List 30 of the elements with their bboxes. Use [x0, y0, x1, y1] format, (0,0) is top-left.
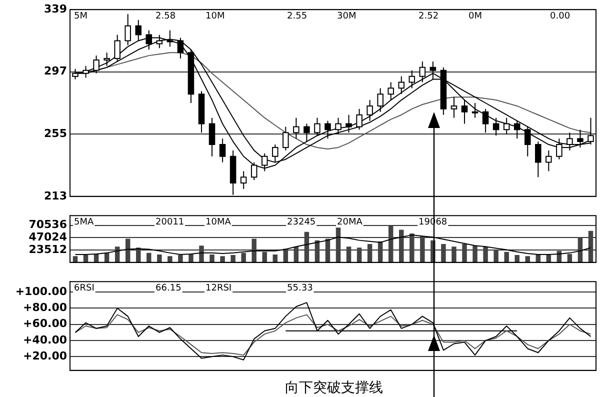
annotation: 6RSI — [74, 283, 94, 294]
y-tick-label: 213 — [44, 189, 67, 202]
annotation: 2.58 — [156, 11, 176, 22]
y-tick-label: 70536 — [28, 218, 68, 232]
annotation: 0M — [468, 11, 482, 22]
annotation: 20MA — [337, 217, 364, 228]
annotation: 23245 — [287, 217, 316, 228]
annotation: 30M — [337, 11, 356, 22]
text: 向下突破支撑线 — [285, 379, 383, 397]
y-tick-label: 255 — [44, 126, 67, 140]
annotation: 20011 — [156, 217, 184, 228]
y-tick-label: 297 — [44, 64, 67, 78]
annotation: 12RSI — [206, 283, 232, 294]
y-tick-label: 23512 — [28, 242, 67, 256]
y-tick-label: +60.00 — [22, 317, 68, 330]
y-tick-label: 47024 — [28, 230, 68, 244]
annotation: 2.52 — [418, 11, 439, 22]
y-tick-label: +100.00 — [15, 284, 68, 298]
y-tick-label: +80.00 — [22, 301, 68, 314]
annotation: 55.33 — [287, 283, 313, 294]
annotation: 0.00 — [550, 11, 570, 22]
y-tick-label: +40.00 — [22, 333, 68, 346]
annotation: 5MA — [74, 217, 94, 228]
annotation: 5M — [74, 11, 88, 22]
annotation: 10MA — [206, 217, 232, 228]
y-tick-label: 339 — [44, 2, 67, 16]
y-tick-label: +20.00 — [22, 350, 68, 363]
annotation: 10M — [206, 11, 225, 22]
annotation: 66.15 — [156, 283, 182, 294]
annotation: 2.55 — [287, 11, 308, 22]
